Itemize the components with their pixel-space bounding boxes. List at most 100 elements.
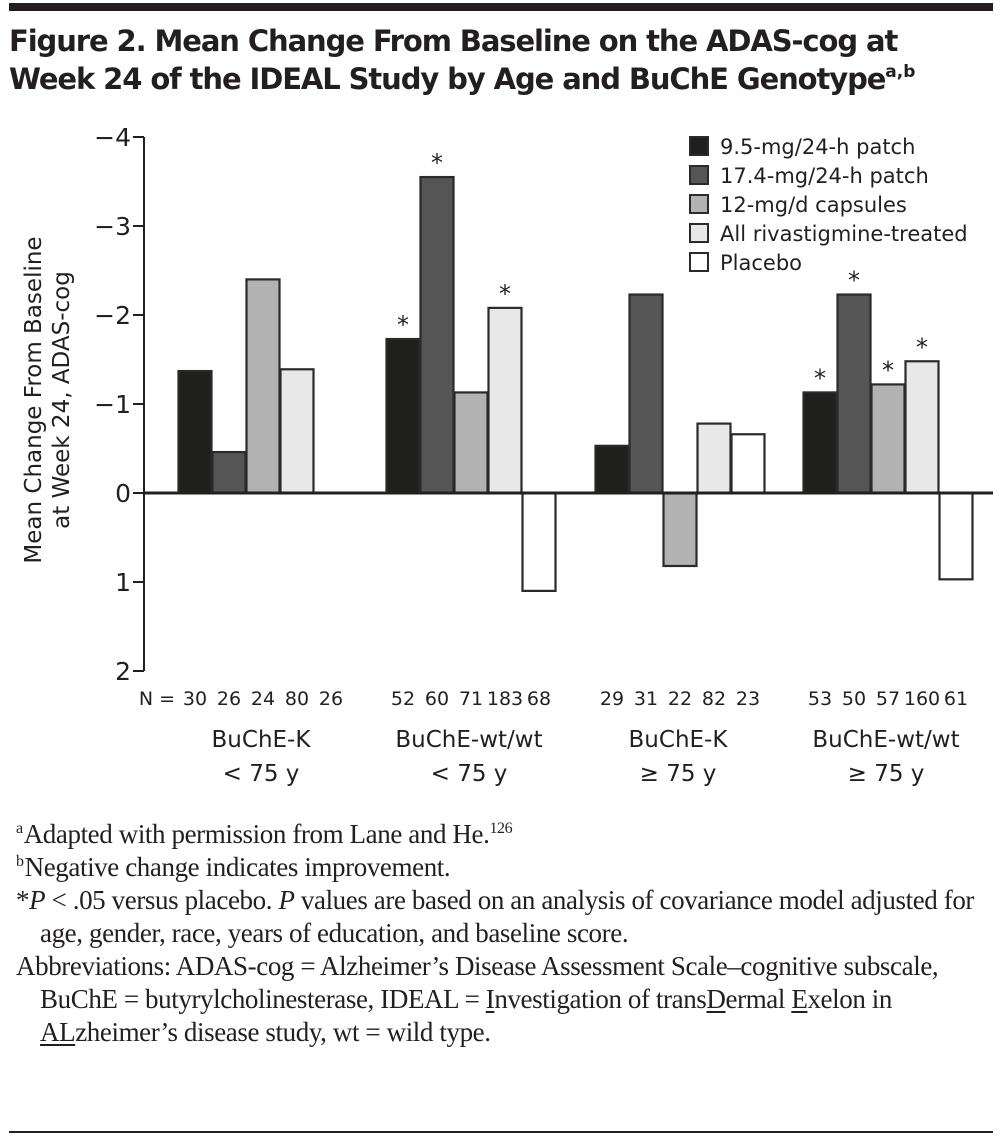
footnote-a-reference: 126 (489, 820, 513, 837)
n-count-label: 22 (668, 688, 692, 710)
y-axis-label-line-1: Mean Change From Baseline (21, 236, 47, 563)
n-count-label: 183 (487, 688, 523, 710)
n-count-label: 30 (183, 688, 207, 710)
bar-chart: Mean Change From Baseline at Week 24, AD… (21, 123, 993, 787)
legend: 9.5-mg/24-h patch 17.4-mg/24-h patch 12-mg… (689, 135, 968, 275)
significance-markers: * * * * * * * (397, 149, 928, 392)
footnote-a-marker: a (16, 820, 23, 837)
footnote-p-text-1: < .05 versus placebo. (45, 885, 279, 915)
n-count-label: 29 (600, 688, 624, 710)
bar (904, 360, 940, 495)
n-count-label: 82 (702, 688, 726, 710)
legend-label: All rivastigmine-treated (720, 222, 968, 246)
y-tick-label: −2 (94, 301, 131, 330)
y-axis-label: Mean Change From Baseline at Week 24, AD… (21, 236, 75, 563)
category-label-line-1: BuChE-wt/wt (395, 727, 542, 753)
abbrev-underline-e: E (791, 984, 808, 1014)
y-tick-label: −4 (94, 123, 131, 152)
x-axis-labels: N = 30 26 24 80 26 BuChE-K < 75 y 52 60 71 183 68 BuC… (139, 688, 968, 787)
significance-star: * (882, 356, 894, 384)
legend-label: Placebo (720, 251, 802, 275)
y-tick-label: 1 (115, 568, 131, 597)
n-count-label: 68 (527, 688, 551, 710)
abbrev-part-2: nvestigation of trans (494, 984, 707, 1014)
legend-label: 12-mg/d capsules (720, 193, 907, 217)
bar (802, 391, 838, 495)
legend-swatch (689, 194, 709, 214)
legend-label: 17.4-mg/24-h patch (720, 164, 929, 188)
y-axis: −4 −3 −2 −1 0 1 2 (94, 123, 145, 686)
n-count-label: 26 (319, 688, 343, 710)
bar (245, 278, 281, 495)
footnote-significance: *P < .05 versus placebo. P values are ba… (16, 884, 996, 950)
significance-star: * (397, 311, 409, 339)
footnotes: aAdapted with permission from Lane and H… (16, 818, 996, 1049)
category-label-line-2: ≥ 75 y (848, 761, 925, 787)
significance-star: * (814, 364, 826, 392)
n-count-label: 60 (425, 688, 449, 710)
bottom-rule (9, 1131, 993, 1133)
abbrev-part-1: Abbreviations: ADAS-cog = Alzheimer’s Di… (16, 951, 939, 1014)
bar (662, 491, 698, 568)
abbrev-part-4: xelon in (807, 984, 892, 1014)
abbrev-underline-al: AL (40, 1017, 76, 1047)
bar (730, 433, 766, 495)
legend-swatch (689, 223, 709, 243)
n-count-label: 61 (944, 688, 968, 710)
bar (870, 383, 906, 495)
category-label-line-2: < 75 y (431, 761, 508, 787)
footnote-b-marker: b (16, 853, 24, 870)
bar (211, 450, 247, 495)
footnote-p-italic-2: P (278, 885, 295, 915)
bar (419, 175, 455, 495)
footnote-a: aAdapted with permission from Lane and H… (16, 818, 996, 851)
n-count-label: 80 (285, 688, 309, 710)
bar (521, 491, 557, 593)
legend-swatch (689, 252, 709, 272)
y-tick-label: 2 (115, 657, 131, 686)
n-count-label: 160 (904, 688, 940, 710)
y-tick-label: −1 (94, 390, 131, 419)
significance-star: * (848, 267, 860, 295)
n-count-label: 23 (736, 688, 760, 710)
y-tick-label: −3 (94, 212, 131, 241)
footnote-p-italic-1: P (29, 885, 46, 915)
bar (696, 422, 732, 495)
category-label-line-2: ≥ 75 y (640, 761, 717, 787)
bar (938, 491, 974, 581)
n-count-label: 53 (808, 688, 832, 710)
n-count-label: 52 (391, 688, 415, 710)
category-label-line-1: BuChE-K (629, 727, 729, 753)
category-label-line-1: BuChE-wt/wt (812, 727, 959, 753)
y-axis-label-line-2: at Week 24, ADAS-cog (49, 271, 75, 529)
abbrev-part-5: zheimer’s disease study, wt = wild type. (75, 1017, 491, 1047)
category-label-line-1: BuChE-K (212, 727, 312, 753)
n-prefix-label: N = (139, 688, 175, 710)
legend-swatch (689, 136, 709, 156)
bars (177, 175, 974, 593)
legend-label: 9.5-mg/24-h patch (720, 135, 915, 159)
footnote-star: * (16, 885, 30, 915)
significance-star: * (499, 280, 511, 308)
n-count-label: 26 (217, 688, 241, 710)
footnote-p-text-2: values are based on an analysis of covar… (40, 885, 975, 948)
bar (594, 444, 630, 495)
figure-title: Figure 2. Mean Change From Baseline on t… (9, 22, 999, 98)
n-count-label: 71 (459, 688, 483, 710)
bar (385, 337, 421, 495)
title-line-2-text: Week 24 of the IDEAL Study by Age and Bu… (9, 62, 886, 96)
abbrev-underline-d: D (706, 984, 726, 1014)
abbrev-underline-i: I (485, 984, 495, 1014)
y-tick-label: 0 (115, 479, 131, 508)
footnote-a-text: Adapted with permission from Lane and He… (23, 819, 490, 849)
top-rule (9, 3, 993, 11)
n-count-label: 57 (876, 688, 900, 710)
n-count-label: 50 (842, 688, 866, 710)
bar (628, 293, 664, 495)
n-count-label: 31 (634, 688, 658, 710)
title-superscript: a,b (885, 62, 916, 82)
legend-swatch (689, 165, 709, 185)
bar (279, 368, 315, 495)
footnote-abbreviations: Abbreviations: ADAS-cog = Alzheimer’s Di… (16, 950, 996, 1049)
footnote-b: bNegative change indicates improvement. (16, 851, 996, 884)
